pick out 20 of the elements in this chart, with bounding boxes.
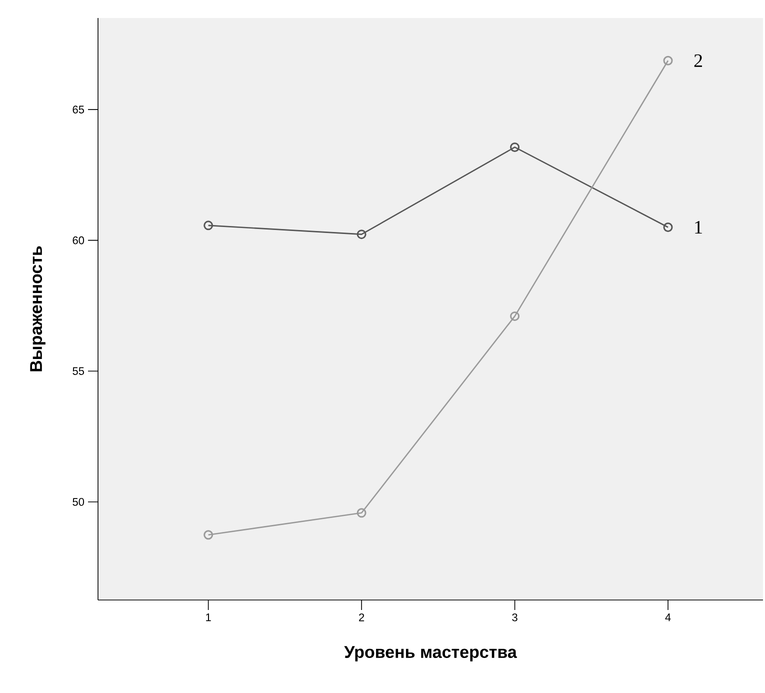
x-tick-label: 4 xyxy=(665,614,671,622)
point xyxy=(204,220,214,230)
point xyxy=(204,530,214,540)
series-label: 1 xyxy=(695,220,702,234)
series-label: 2 xyxy=(694,54,702,67)
point xyxy=(663,56,673,66)
y-tick-label: 55 xyxy=(72,367,84,375)
x-tick-label: 1 xyxy=(206,614,211,622)
point xyxy=(510,311,520,321)
point xyxy=(356,230,366,240)
y-tick-label: 60 xyxy=(72,236,84,244)
x-tick-label: 3 xyxy=(512,614,518,622)
point xyxy=(356,508,366,518)
y-axis-title: Выраженность xyxy=(30,246,46,372)
y-tick-label: 50 xyxy=(72,498,84,506)
point xyxy=(663,222,673,232)
x-axis-title: Уровень мастерства xyxy=(344,646,517,662)
point xyxy=(510,142,520,152)
y-tick-label: 65 xyxy=(72,106,84,114)
x-tick-label: 2 xyxy=(359,614,364,622)
